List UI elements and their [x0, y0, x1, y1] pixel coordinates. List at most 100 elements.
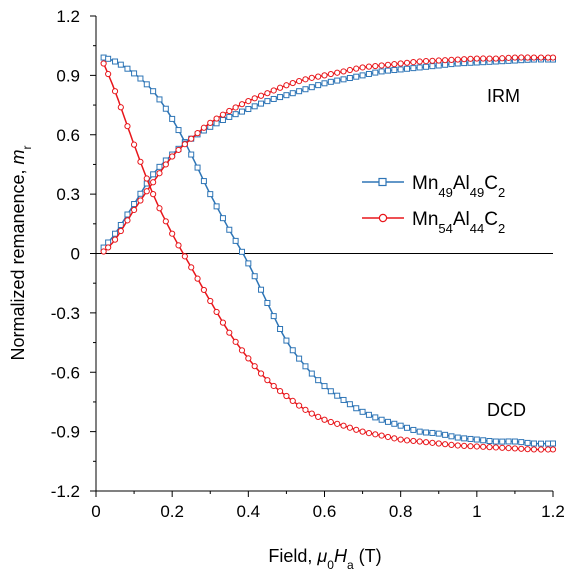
data-point: [454, 434, 461, 441]
data-point: [276, 387, 284, 395]
data-point: [175, 127, 182, 134]
data-point: [181, 141, 188, 148]
data-point: [200, 178, 207, 185]
data-point: [264, 90, 271, 97]
data-point: [124, 123, 131, 130]
data-point: [538, 440, 545, 447]
data-point: [321, 416, 328, 423]
data-point: [473, 436, 480, 443]
data-point: [492, 438, 499, 445]
data-point: [270, 382, 277, 390]
y-tick-label: -0.3: [51, 304, 80, 323]
data-point: [137, 75, 144, 82]
data-point: [257, 92, 265, 99]
data-point: [461, 435, 468, 442]
legend-entry-1: Mn49Al49C2: [362, 173, 505, 200]
data-point: [105, 244, 112, 251]
data-point: [372, 414, 379, 421]
data-point: [372, 69, 379, 76]
data-point: [213, 308, 220, 316]
legend-label: Mn54Al44C2: [412, 209, 505, 236]
data-point: [100, 248, 107, 255]
data-point: [340, 396, 347, 403]
data-point: [423, 63, 430, 70]
y-tick-label: -0.6: [51, 363, 80, 382]
data-point: [384, 67, 391, 74]
data-point: [353, 426, 360, 433]
data-point: [518, 54, 525, 61]
data-point: [238, 248, 245, 255]
data-point: [359, 428, 366, 435]
data-point: [416, 438, 423, 445]
data-point: [162, 161, 169, 168]
x-tick-label: 0.6: [313, 502, 337, 521]
data-point: [162, 105, 169, 112]
data-point: [403, 437, 411, 444]
data-point: [461, 56, 468, 63]
data-point: [435, 440, 442, 447]
data-point: [544, 446, 552, 453]
data-point: [150, 179, 157, 186]
data-point: [308, 74, 315, 81]
data-point: [226, 113, 233, 120]
data-point: [194, 130, 201, 137]
data-point: [518, 445, 525, 452]
data-point: [353, 65, 360, 72]
data-point: [162, 218, 169, 225]
data-point: [156, 163, 163, 170]
data-point: [117, 221, 124, 228]
data-point: [403, 59, 411, 66]
data-point: [537, 446, 545, 453]
data-point: [175, 146, 182, 154]
data-point: [315, 413, 322, 420]
data-point: [277, 94, 284, 101]
data-point: [308, 370, 315, 377]
data-point: [544, 54, 552, 61]
data-point: [346, 424, 353, 431]
data-point: [334, 69, 341, 76]
data-point: [207, 191, 214, 198]
data-point: [442, 431, 449, 438]
data-point: [194, 275, 201, 282]
data-point: [270, 87, 277, 94]
x-tick-label: 1.2: [541, 502, 565, 521]
data-point: [124, 217, 131, 224]
data-point: [232, 237, 239, 244]
data-point: [188, 135, 195, 142]
data-point: [410, 59, 417, 66]
data-point: [232, 338, 239, 345]
legend-label: Mn49Al49C2: [412, 173, 505, 200]
annotation-dcd: DCD: [487, 400, 526, 420]
y-tick-label: 0.6: [56, 126, 80, 145]
data-point: [232, 111, 239, 118]
data-point: [537, 54, 545, 61]
data-point: [467, 435, 474, 442]
data-point: [188, 151, 195, 158]
data-point: [410, 437, 417, 445]
data-point: [359, 408, 366, 415]
data-point: [429, 429, 436, 436]
data-point: [188, 264, 195, 271]
data-point: [238, 101, 246, 108]
x-tick-label: 0.8: [389, 502, 413, 521]
series-layer: [100, 54, 557, 453]
data-point: [251, 273, 258, 280]
data-point: [321, 80, 328, 87]
data-point: [219, 111, 227, 118]
data-point: [549, 446, 557, 453]
data-point: [213, 203, 220, 210]
data-point: [245, 355, 252, 362]
data-point: [441, 57, 449, 64]
data-point: [283, 82, 290, 89]
x-tick-label: 0: [91, 502, 100, 521]
data-point: [137, 197, 144, 204]
data-point: [150, 171, 157, 178]
y-tick-label: 0: [71, 245, 80, 264]
data-point: [423, 429, 430, 436]
data-point: [365, 411, 372, 418]
series-2-dcd-curve: [100, 60, 557, 453]
data-point: [156, 205, 163, 212]
x-axis-title: Field, μ0Ha (T): [268, 546, 381, 572]
data-point: [130, 141, 138, 148]
x-tick-label: 0.4: [237, 502, 261, 521]
